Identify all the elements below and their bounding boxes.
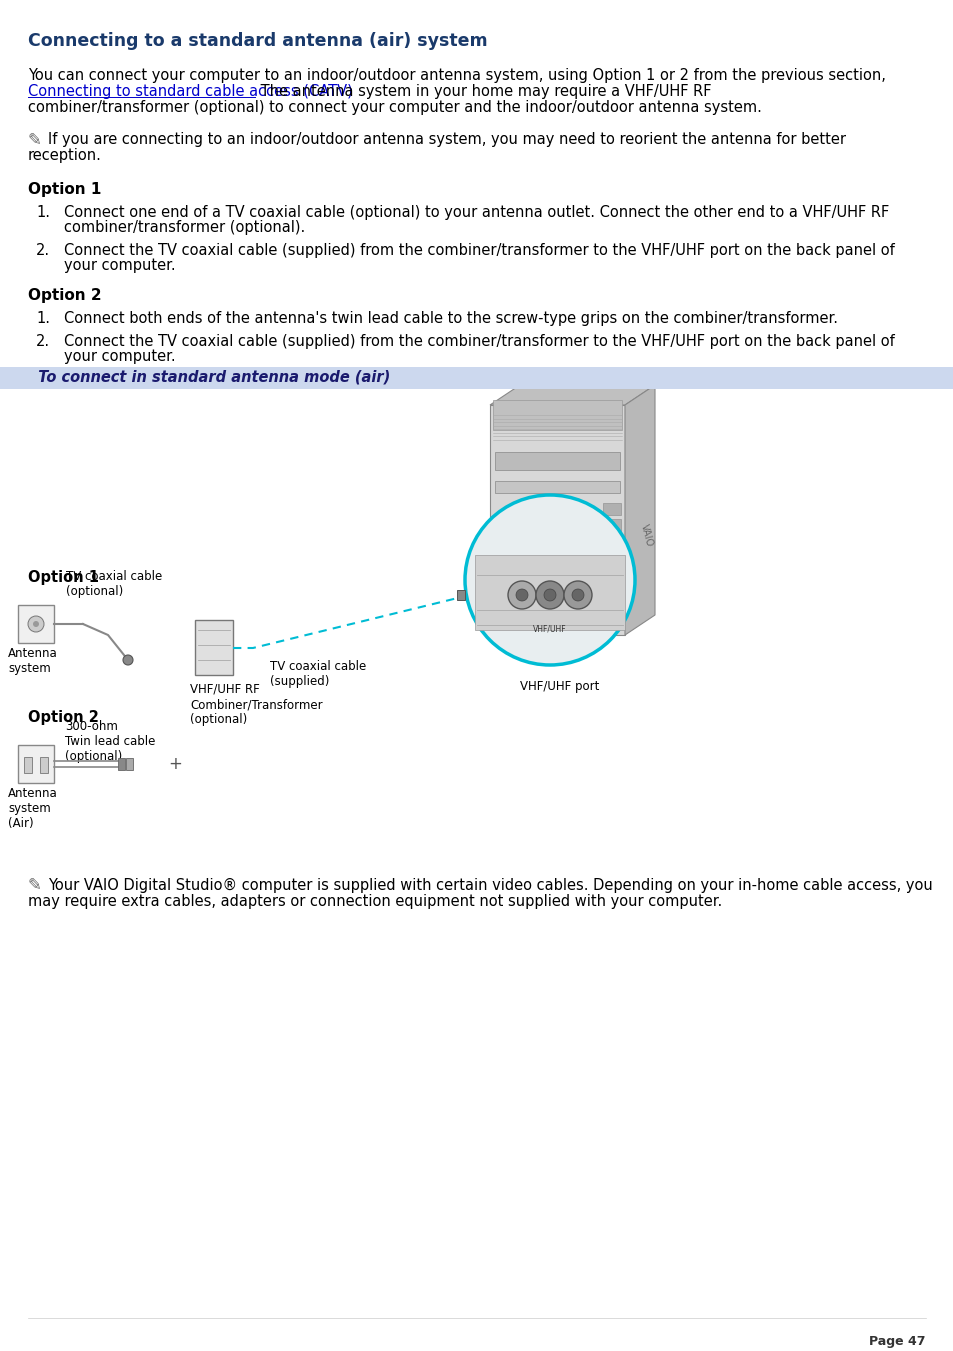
Text: TV coaxial cable
(optional): TV coaxial cable (optional) — [66, 570, 162, 598]
Text: VHF/UHF port: VHF/UHF port — [519, 680, 598, 693]
Polygon shape — [490, 385, 655, 405]
Text: 1.: 1. — [36, 205, 50, 220]
Circle shape — [516, 589, 527, 601]
Bar — [493, 400, 621, 430]
Circle shape — [123, 655, 132, 665]
Text: If you are connecting to an indoor/outdoor antenna system, you may need to reori: If you are connecting to an indoor/outdo… — [48, 132, 845, 147]
Text: +: + — [168, 755, 182, 773]
Text: Option 2: Option 2 — [28, 288, 102, 303]
Text: Your VAIO Digital Studio® computer is supplied with certain video cables. Depend: Your VAIO Digital Studio® computer is su… — [48, 878, 932, 893]
Text: 2.: 2. — [36, 334, 51, 349]
Text: Option 1: Option 1 — [28, 182, 101, 197]
Text: Connect the TV coaxial cable (supplied) from the combiner/transformer to the VHF: Connect the TV coaxial cable (supplied) … — [64, 334, 894, 349]
Text: The antenna system in your home may require a VHF/UHF RF: The antenna system in your home may requ… — [255, 84, 711, 99]
Text: Connecting to a standard antenna (air) system: Connecting to a standard antenna (air) s… — [28, 32, 487, 50]
Bar — [495, 453, 619, 470]
Bar — [495, 481, 619, 493]
Text: Connecting to standard cable access (CATV): Connecting to standard cable access (CAT… — [28, 84, 353, 99]
Text: Connect the TV coaxial cable (supplied) from the combiner/transformer to the VHF: Connect the TV coaxial cable (supplied) … — [64, 243, 894, 258]
Bar — [118, 758, 125, 770]
Bar — [456, 590, 464, 600]
Bar — [194, 620, 233, 676]
Bar — [602, 519, 620, 531]
Circle shape — [572, 589, 583, 601]
Text: Option 1: Option 1 — [28, 570, 99, 585]
Text: ✎: ✎ — [28, 131, 42, 149]
Bar — [495, 612, 619, 627]
Text: Connect one end of a TV coaxial cable (optional) to your antenna outlet. Connect: Connect one end of a TV coaxial cable (o… — [64, 205, 888, 220]
Text: Antenna
system
(Air): Antenna system (Air) — [8, 788, 58, 830]
Circle shape — [543, 589, 556, 601]
Bar — [126, 758, 132, 770]
Text: Page 47: Page 47 — [868, 1335, 925, 1348]
Circle shape — [28, 616, 44, 632]
Text: combiner/transformer (optional) to connect your computer and the indoor/outdoor : combiner/transformer (optional) to conne… — [28, 100, 761, 115]
Text: VAIO: VAIO — [639, 523, 654, 547]
Bar — [602, 551, 620, 563]
Text: To connect in standard antenna mode (air): To connect in standard antenna mode (air… — [28, 370, 390, 385]
Text: 300-ohm
Twin lead cable
(optional): 300-ohm Twin lead cable (optional) — [65, 720, 155, 763]
Bar — [490, 405, 624, 635]
Text: Antenna
system: Antenna system — [8, 647, 58, 676]
Bar — [18, 744, 54, 784]
Bar — [475, 555, 624, 630]
Polygon shape — [624, 385, 655, 635]
Text: reception.: reception. — [28, 149, 102, 163]
Text: may require extra cables, adapters or connection equipment not supplied with you: may require extra cables, adapters or co… — [28, 894, 721, 909]
Text: ✎: ✎ — [28, 875, 42, 894]
Text: your computer.: your computer. — [64, 349, 175, 363]
Text: TV coaxial cable
(supplied): TV coaxial cable (supplied) — [270, 661, 366, 688]
Text: You can connect your computer to an indoor/outdoor antenna system, using Option : You can connect your computer to an indo… — [28, 68, 885, 82]
Bar — [602, 567, 620, 580]
Circle shape — [536, 581, 563, 609]
Circle shape — [507, 581, 536, 609]
Text: combiner/transformer (optional).: combiner/transformer (optional). — [64, 220, 305, 235]
Text: your computer.: your computer. — [64, 258, 175, 273]
Text: Option 2: Option 2 — [28, 711, 99, 725]
Bar — [602, 503, 620, 515]
Bar — [18, 605, 54, 643]
Text: VHF/UHF: VHF/UHF — [533, 626, 566, 634]
Circle shape — [33, 621, 39, 627]
Bar — [24, 757, 32, 773]
Circle shape — [563, 581, 592, 609]
Bar — [0, 367, 953, 389]
Bar — [602, 584, 620, 594]
Circle shape — [464, 494, 635, 665]
Text: VHF/UHF RF
Combiner/Transformer
(optional): VHF/UHF RF Combiner/Transformer (optiona… — [190, 684, 322, 725]
Bar — [602, 535, 620, 547]
Bar — [40, 757, 48, 773]
Text: Connect both ends of the antenna's twin lead cable to the screw-type grips on th: Connect both ends of the antenna's twin … — [64, 311, 837, 326]
Text: 2.: 2. — [36, 243, 51, 258]
Text: 1.: 1. — [36, 311, 50, 326]
